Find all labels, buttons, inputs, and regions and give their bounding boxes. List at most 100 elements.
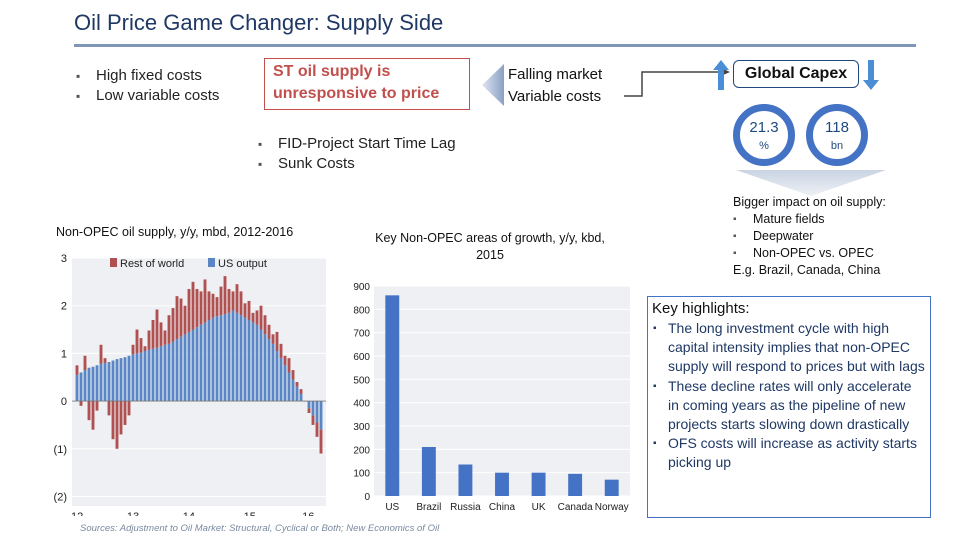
chart1-bar-row — [83, 355, 87, 371]
key-highlights-title: Key highlights: — [652, 300, 750, 317]
chart1-bar-us — [79, 372, 83, 402]
chart2-y-tick-label: 400 — [353, 399, 370, 410]
chart1-bar-us — [187, 331, 191, 402]
chart2-bar — [531, 472, 546, 496]
chart1-bar-us — [203, 322, 207, 402]
capex-percent-unit: % — [759, 140, 769, 152]
chart1-bar-row — [195, 289, 199, 328]
chart1-bar-row — [315, 422, 319, 437]
chart1-bar-us — [155, 347, 159, 402]
chart1-bar-row — [91, 401, 95, 430]
page-title: Oil Price Game Changer: Supply Side — [74, 10, 444, 35]
chart1-bar-row — [99, 344, 103, 364]
chart1-bar-us — [311, 401, 315, 416]
chart1-bar-row — [119, 401, 123, 435]
chart1-bar-row — [115, 401, 119, 449]
chart1-x-tick-label: 12 — [71, 511, 83, 516]
st-supply-line-2: unresponsive to price — [273, 85, 440, 102]
chart1-bar-us — [207, 320, 211, 402]
chart2-y-tick-label: 900 — [353, 282, 370, 293]
chart1-bar-us — [167, 343, 171, 402]
chart1-bar-row — [295, 382, 299, 387]
chart1-bar-row — [87, 401, 91, 421]
chart1-bar-row — [127, 401, 131, 416]
chart1-legend-swatch-us — [208, 258, 215, 267]
chart1-bar-row — [147, 330, 151, 350]
chart1-bar-us — [251, 322, 255, 402]
lag-bullets: FID-Project Start Time Lag Sunk Costs — [256, 134, 456, 174]
chart1-bar-row — [235, 284, 239, 313]
chart1-bar-us — [87, 367, 91, 402]
chart2-plot-area — [374, 286, 630, 496]
chart2-bar — [604, 479, 619, 496]
chart1-x-tick-label: 15 — [244, 511, 256, 516]
key-highlight-item: The long investment cycle with high capi… — [652, 319, 926, 377]
chart1-bar-row — [171, 308, 175, 342]
chart1-bar-us — [247, 320, 251, 402]
chart1-bar-us — [287, 372, 291, 402]
chart1-bar-us — [175, 339, 179, 402]
capex-amount-unit: bn — [830, 140, 844, 152]
key-highlights-box: Key highlights: The long investment cycl… — [647, 296, 931, 518]
chart1-bar-us — [191, 329, 195, 402]
key-highlight-item: These decline rates will only accelerate… — [652, 377, 926, 435]
chart1-bar-row — [215, 297, 219, 317]
chart1-y-tick-label: 2 — [61, 301, 67, 313]
chart1-legend-label-us: US output — [218, 258, 267, 270]
impact-example: E.g. Brazil, Canada, China — [733, 263, 881, 277]
chart1-bar-us — [259, 329, 263, 402]
falling-market-line-1: Falling market — [508, 66, 603, 83]
chart1-bar-us — [131, 354, 135, 402]
key-highlight-item: OFS costs will increase as activity star… — [652, 434, 926, 472]
chart1-bar-row — [223, 276, 227, 315]
cost-bullets: High fixed costs Low variable costs — [74, 66, 219, 106]
chart1-bar-row — [183, 305, 187, 335]
chart1-bar-us — [75, 374, 79, 402]
chart1-bar-row — [151, 320, 155, 349]
chart1-bar-row — [311, 415, 315, 425]
growth-areas-chart: 900 800 700 600 500 400 300 200 100 0 US Brazil Russ… — [353, 282, 630, 513]
chart1-x-tick-label: 16 — [302, 511, 314, 516]
chart1-bar-us — [299, 393, 303, 402]
chart1-bar-us — [279, 358, 283, 402]
chart2-bar — [495, 472, 509, 496]
capex-down-arrow-icon — [863, 60, 879, 90]
chart2-y-tick-label: 500 — [353, 375, 370, 386]
chart1-bar-row — [271, 334, 275, 344]
chart1-bar-us — [171, 341, 175, 402]
chart1-bar-us — [275, 351, 279, 402]
bullet-low-variable-costs: Low variable costs — [74, 86, 219, 106]
chart2-x-tick-label: Russia — [450, 502, 481, 513]
chart1-bar-row — [203, 279, 207, 323]
chart2-y-tick-label: 200 — [353, 445, 370, 456]
chart1-bar-row — [283, 355, 287, 366]
chart1-y-tick-label: 0 — [61, 396, 67, 408]
chart1-x-tick-label: 14 — [183, 511, 195, 516]
chart1-bar-us — [111, 360, 115, 402]
chart1-bar-row — [187, 289, 191, 332]
chart1-bar-row — [239, 291, 243, 316]
chart1-bar-us — [183, 334, 187, 402]
chart1-bar-row — [255, 310, 259, 325]
chart1-bar-row — [251, 312, 255, 323]
chart1-bar-row — [107, 401, 111, 416]
chart1-bar-row — [219, 286, 223, 316]
impact-list: Mature fields Deepwater Non-OPEC vs. OPE… — [733, 211, 886, 262]
chart1-bar-us — [223, 314, 227, 402]
chart1-bar-row — [159, 322, 163, 347]
chart1-bar-us — [307, 401, 311, 409]
chart1-title: Non-OPEC oil supply, y/y, mbd, 2012-2016 — [56, 225, 294, 239]
impact-heading: Bigger impact on oil supply: — [733, 195, 886, 209]
impact-item: Deepwater — [733, 228, 886, 245]
chart1-legend-swatch-row — [110, 258, 117, 267]
chart1-bar-row — [135, 329, 139, 354]
st-supply-line-1: ST oil supply is — [273, 63, 391, 80]
chart1-bar-row — [287, 358, 291, 373]
capex-percent-value: 21.3 — [749, 119, 779, 136]
global-capex-label: Global Capex — [733, 60, 859, 88]
chart1-bar-us — [315, 401, 319, 423]
source-note: Sources: Adjustment to Oil Market: Struc… — [80, 523, 440, 534]
chart1-bar-row — [319, 429, 323, 454]
chart1-bar-us — [219, 315, 223, 402]
chart1-bar-row — [291, 370, 295, 380]
